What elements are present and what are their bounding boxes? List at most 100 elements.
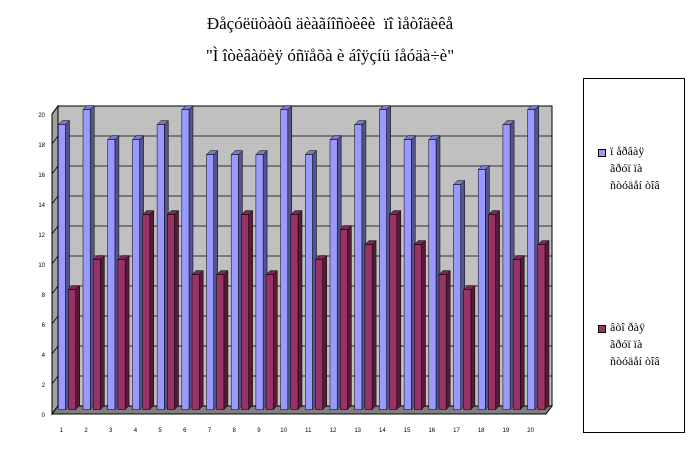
bar-series2 bbox=[167, 214, 175, 410]
gridline-side bbox=[51, 375, 59, 385]
bar-series2-side bbox=[149, 209, 155, 411]
bar-series2 bbox=[339, 229, 348, 410]
x-tick-label: 4 bbox=[134, 428, 138, 434]
x-tick-label: 13 bbox=[354, 428, 361, 434]
bar-series1 bbox=[329, 139, 338, 410]
bar-series2-side bbox=[198, 269, 204, 411]
x-tick-label: 20 bbox=[527, 428, 534, 434]
x-tick-label: 9 bbox=[257, 428, 261, 434]
x-tick-label: 6 bbox=[183, 428, 187, 434]
bar-series2 bbox=[216, 274, 225, 410]
x-tick-label: 7 bbox=[208, 428, 212, 434]
bar-series1 bbox=[280, 109, 289, 410]
bar-series2 bbox=[290, 214, 299, 410]
bar-series2-side bbox=[396, 209, 402, 411]
bar-series2-side bbox=[248, 209, 253, 411]
bar-series2 bbox=[117, 259, 126, 410]
bar-series2-side bbox=[124, 254, 130, 411]
bar-series2-side bbox=[470, 284, 476, 411]
y-tick-label: 8 bbox=[42, 293, 46, 299]
chart-title-line2: "Ì îòèâàöèÿ óñïåõà è áîÿçíü íåóäà÷è" bbox=[205, 46, 455, 65]
gridline-side bbox=[51, 255, 59, 265]
gridline-side bbox=[51, 165, 59, 175]
bar-series1 bbox=[477, 169, 486, 410]
bar-series1 bbox=[206, 154, 214, 410]
bar-series2-side bbox=[297, 209, 303, 411]
x-tick-label: 10 bbox=[280, 428, 287, 434]
bar-series2 bbox=[488, 214, 496, 410]
bar-series1 bbox=[230, 154, 239, 410]
bar-series2 bbox=[142, 214, 151, 410]
y-tick-label: 4 bbox=[42, 353, 46, 359]
bar-series2-side bbox=[371, 239, 377, 411]
x-tick-label: 14 bbox=[379, 428, 386, 434]
y-tick-label: 16 bbox=[38, 173, 45, 179]
bar-series1 bbox=[107, 139, 116, 410]
bar-series2 bbox=[68, 289, 76, 410]
bar-series2 bbox=[364, 244, 373, 410]
bar-series2 bbox=[241, 214, 249, 410]
bar-series2-side bbox=[322, 254, 327, 411]
x-tick-label: 18 bbox=[478, 428, 485, 434]
bar-series1 bbox=[354, 124, 363, 410]
y-tick-label: 18 bbox=[38, 143, 45, 149]
bar-series1 bbox=[132, 139, 140, 410]
legend-label-series1: ï åðâàÿ ãðóï ïà ñòóäåí òîâ bbox=[610, 144, 660, 192]
gridline-side bbox=[51, 195, 59, 205]
bar-series2-side bbox=[445, 269, 451, 411]
bar-series1 bbox=[403, 139, 412, 410]
gridline-side bbox=[51, 285, 59, 295]
bar-series2 bbox=[315, 259, 323, 410]
gridline-side bbox=[51, 135, 59, 145]
legend-swatch-series1 bbox=[598, 149, 606, 157]
x-tick-label: 17 bbox=[453, 428, 460, 434]
chart-legend: ï åðâàÿ ãðóï ïà ñòóäåí òîâ âòî ðàÿ ãðóï … bbox=[583, 78, 685, 433]
bar-series1 bbox=[527, 109, 536, 410]
x-tick-label: 2 bbox=[84, 428, 88, 434]
bar-series1 bbox=[379, 109, 387, 410]
bar-series1 bbox=[255, 154, 264, 410]
bar-series1 bbox=[181, 109, 190, 410]
x-tick-label: 11 bbox=[305, 428, 312, 434]
gridline-side bbox=[51, 225, 59, 235]
legend-label-series2: âòî ðàÿ ãðóï ïà ñòóäåí òîâ bbox=[610, 320, 660, 368]
bar-series2-side bbox=[421, 239, 426, 411]
y-tick-label: 10 bbox=[38, 263, 45, 269]
bar-series2-side bbox=[544, 239, 550, 411]
x-tick-label: 15 bbox=[404, 428, 411, 434]
bar-series1 bbox=[82, 109, 91, 410]
y-tick-label: 6 bbox=[42, 323, 46, 329]
bar-series2-side bbox=[100, 254, 105, 411]
legend-swatch-series2 bbox=[598, 325, 606, 333]
bar-series2 bbox=[92, 259, 101, 410]
bar-series2 bbox=[191, 274, 200, 410]
bar-series2-side bbox=[495, 209, 500, 411]
bar-series2-side bbox=[520, 254, 525, 411]
bar-series1 bbox=[156, 124, 165, 410]
x-tick-label: 1 bbox=[60, 428, 64, 434]
bar-series2 bbox=[389, 214, 398, 410]
x-tick-label: 3 bbox=[109, 428, 113, 434]
y-tick-label: 12 bbox=[38, 233, 45, 239]
bar-series2-side bbox=[223, 269, 229, 411]
bar-series1 bbox=[453, 184, 461, 410]
bar-series2-side bbox=[347, 224, 352, 411]
bar-series1 bbox=[58, 124, 66, 410]
y-tick-label: 20 bbox=[38, 113, 45, 119]
bar-series2-side bbox=[273, 269, 278, 411]
bar-series2 bbox=[463, 289, 472, 410]
gridline-side bbox=[51, 405, 59, 415]
y-tick-label: 0 bbox=[42, 413, 46, 419]
x-tick-label: 12 bbox=[330, 428, 337, 434]
bar-series1 bbox=[305, 154, 313, 410]
x-tick-label: 8 bbox=[233, 428, 237, 434]
bar-series1 bbox=[428, 139, 437, 410]
gridline-side bbox=[51, 345, 59, 355]
bar-series2-side bbox=[174, 209, 179, 411]
x-tick-label: 19 bbox=[503, 428, 510, 434]
bar-series2 bbox=[414, 244, 422, 410]
y-tick-label: 14 bbox=[38, 203, 45, 209]
x-tick-label: 16 bbox=[428, 428, 435, 434]
gridline-side bbox=[51, 315, 59, 325]
chart-title-line1: Ðåçóëüòàòû äèàãíîñòèêè ïî ìåòîäèêå bbox=[206, 14, 454, 33]
